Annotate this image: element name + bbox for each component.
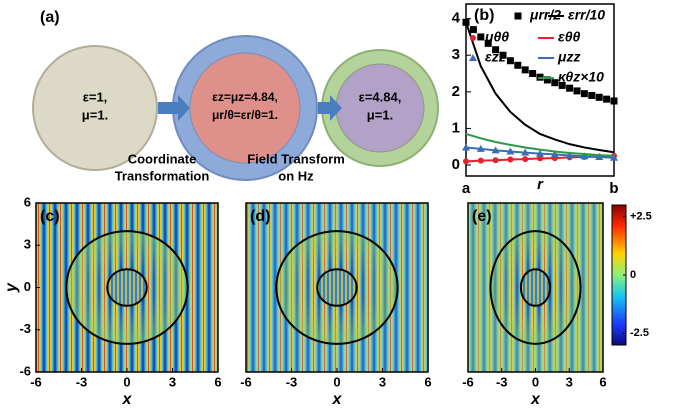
x-tick-label: 6 — [599, 374, 606, 389]
marker — [596, 94, 603, 101]
y-tick-label: 3 — [24, 237, 31, 252]
x-tick-label: -3 — [496, 374, 508, 389]
x-tick-label: -3 — [286, 374, 298, 389]
marker-decoration — [574, 87, 581, 94]
marker — [507, 57, 514, 64]
x-label: x — [530, 391, 541, 408]
legend-swatch — [515, 13, 522, 20]
x-tick-label: -6 — [30, 374, 42, 389]
panel-label: (a) — [40, 9, 60, 26]
node-text: μr/θ=εr/θ=1. — [212, 108, 278, 122]
edge-label: on Hz — [278, 168, 314, 183]
marker — [477, 33, 484, 40]
x-tick-label: 0 — [123, 374, 130, 389]
x-tick-label: b — [609, 180, 618, 197]
x-tick-label: 3 — [566, 374, 573, 389]
marker — [522, 66, 529, 73]
y-tick-label: 1 — [452, 119, 460, 136]
node-text: ε=4.84, — [359, 89, 402, 104]
legend-label: μrr/2 — [529, 7, 561, 23]
y-tick-label: -3 — [19, 321, 31, 336]
legend-label: εrr/10 — [568, 7, 605, 23]
legend-label: μθθ — [484, 29, 509, 45]
x-tick-label: 6 — [214, 374, 221, 389]
field-map — [36, 203, 218, 372]
y-tick-label: 2 — [452, 83, 460, 100]
panel-label: (d) — [250, 208, 270, 225]
node-text: μ=1. — [82, 107, 108, 122]
y-tick-label: 0 — [24, 279, 31, 294]
y-tick-label: -6 — [19, 363, 31, 378]
legend-label: κθz×10 — [558, 69, 604, 85]
figure: (a) ε=1, μ=1. εz=μz=4.84, μr/θ=εr/θ=1. ε… — [0, 0, 678, 409]
node-text: μ=1. — [367, 107, 393, 122]
colorbar-tick-label: -2.5 — [630, 327, 649, 339]
colorbar-tick-label: 0 — [630, 269, 636, 281]
legend-label: μzz — [557, 49, 580, 65]
edge-label: Field Transform — [247, 151, 345, 166]
edge-label: Transformation — [115, 168, 210, 183]
panel-label: (c) — [40, 208, 60, 225]
legend-label: εzz — [485, 49, 506, 65]
marker-decoration — [603, 96, 610, 103]
y-tick-label: 6 — [24, 194, 31, 209]
x-label: x — [122, 391, 133, 408]
marker-decoration — [588, 92, 595, 99]
panel-label: (e) — [472, 208, 492, 225]
node-text: εz=μz=4.84, — [212, 90, 278, 104]
x-tick-label: 0 — [333, 374, 340, 389]
panel-a: (a) ε=1, μ=1. εz=μz=4.84, μr/θ=εr/θ=1. ε… — [33, 9, 438, 183]
marker — [566, 85, 573, 92]
x-label: r — [537, 176, 544, 193]
marker — [581, 90, 588, 97]
marker-decoration — [529, 70, 536, 77]
field-map — [468, 203, 603, 372]
x-label: x — [332, 391, 343, 408]
y-label: y — [3, 282, 20, 293]
x-tick-label: a — [462, 180, 471, 197]
x-tick-label: 6 — [424, 374, 431, 389]
panel-label: (b) — [474, 7, 494, 24]
legend-label: εθθ — [558, 29, 581, 45]
y-tick-label: 3 — [452, 46, 460, 63]
field-map — [246, 203, 428, 372]
x-tick-label: 3 — [169, 374, 176, 389]
x-tick-label: -6 — [240, 374, 252, 389]
y-tick-label: 4 — [452, 10, 461, 27]
colorbar-tick-label: +2.5 — [630, 211, 652, 223]
x-tick-label: 0 — [532, 374, 539, 389]
x-tick-label: -3 — [76, 374, 88, 389]
marker — [611, 97, 618, 104]
y-tick-label: 0 — [452, 156, 460, 173]
legend-swatch — [470, 35, 476, 41]
node-text: ε=1, — [83, 89, 108, 104]
edge-label: Coordinate — [128, 151, 197, 166]
x-tick-label: 3 — [379, 374, 386, 389]
marker-decoration — [514, 62, 521, 69]
marker-decoration — [470, 26, 477, 33]
x-tick-label: -6 — [462, 374, 474, 389]
